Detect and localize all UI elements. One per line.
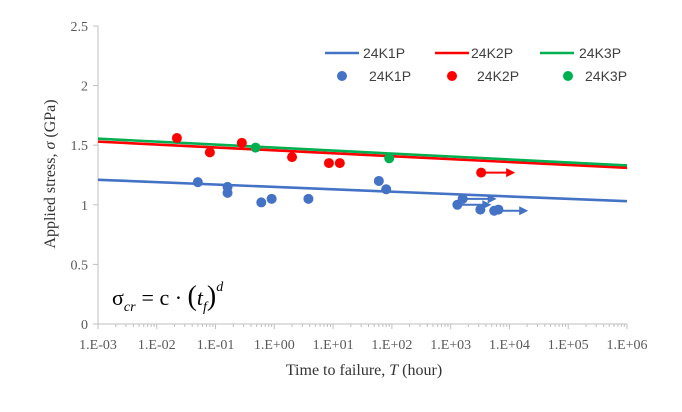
point-24k2p bbox=[236, 137, 247, 148]
x-tick-label: 1.E+01 bbox=[313, 338, 354, 353]
y-tick-label: 0 bbox=[81, 318, 88, 333]
point-24k3p bbox=[250, 142, 261, 153]
point-24k1p bbox=[192, 177, 203, 188]
fit-line-24k1p bbox=[97, 178, 628, 203]
x-tick-label: 1.E+06 bbox=[607, 338, 648, 353]
runout-arrow-head bbox=[506, 168, 516, 178]
fit-line-24k3p bbox=[97, 137, 628, 167]
x-tick-label: 1.E-02 bbox=[138, 338, 176, 353]
x-tick-label: 1.E+02 bbox=[371, 338, 412, 353]
point-24k1p bbox=[475, 204, 486, 215]
data-points bbox=[171, 133, 529, 216]
legend-label-line-24k3p: 24K3P bbox=[579, 45, 621, 61]
y-axis-title: Applied stress, σ (GPa) bbox=[42, 99, 59, 248]
x-tick-label: 1.E+05 bbox=[548, 338, 589, 353]
y-tick-label: 2.5 bbox=[71, 20, 89, 35]
point-24k3p bbox=[384, 153, 395, 164]
point-24k2p bbox=[171, 133, 182, 144]
legend: 24K1P 24K2P 24K3P 24K1P 24K2P 24K3P bbox=[325, 45, 627, 84]
x-tick-label: 1.E+03 bbox=[430, 338, 471, 353]
legend-marker-24k1p bbox=[337, 71, 347, 81]
y-tick-label: 2 bbox=[81, 80, 88, 95]
y-tick-label: 1.5 bbox=[71, 139, 89, 154]
point-24k2p bbox=[323, 158, 334, 169]
x-tick-label: 1.E-01 bbox=[197, 338, 235, 353]
fit-line-24k2p bbox=[97, 140, 628, 170]
point-24k2p bbox=[334, 158, 345, 169]
y-axis-ticks: 0 0.5 1 1.5 2 2.5 bbox=[71, 20, 98, 333]
point-24k2p bbox=[476, 167, 487, 178]
y-tick-label: 0.5 bbox=[71, 258, 89, 273]
equation-label: σcr = c · (tf)d bbox=[112, 280, 224, 315]
legend-marker-24k3p bbox=[563, 71, 573, 81]
plot-area bbox=[97, 26, 627, 325]
runout-arrow-head bbox=[519, 206, 529, 216]
point-24k2p bbox=[287, 152, 298, 163]
point-24k2p bbox=[204, 147, 215, 158]
point-24k1p bbox=[493, 204, 504, 215]
runout-arrow-head bbox=[487, 194, 497, 204]
point-24k1p bbox=[266, 193, 277, 204]
point-24k1p bbox=[381, 184, 392, 195]
legend-marker-24k2p bbox=[447, 71, 457, 81]
legend-label-marker-24k2p: 24K2P bbox=[477, 68, 519, 84]
x-axis-ticks: 1.E-03 1.E-02 1.E-01 1.E+00 1.E+01 1.E+02 1.E+… bbox=[79, 324, 647, 353]
point-24k1p bbox=[256, 197, 267, 208]
legend-label-marker-24k3p: 24K3P bbox=[585, 68, 627, 84]
legend-label-marker-24k1p: 24K1P bbox=[369, 68, 411, 84]
x-tick-label: 1.E-03 bbox=[79, 338, 117, 353]
x-axis-title: Time to failure, T (hour) bbox=[286, 362, 442, 379]
x-tick-label: 1.E+00 bbox=[254, 338, 295, 353]
legend-label-line-24k2p: 24K2P bbox=[471, 45, 513, 61]
legend-label-line-24k1p: 24K1P bbox=[363, 45, 405, 61]
point-24k1p bbox=[222, 187, 233, 198]
y-tick-label: 1 bbox=[81, 199, 88, 214]
plot-frame bbox=[98, 26, 627, 324]
x-tick-label: 1.E+04 bbox=[489, 338, 530, 353]
point-24k1p bbox=[457, 193, 468, 204]
point-24k1p bbox=[373, 175, 384, 186]
point-24k1p bbox=[303, 193, 314, 204]
fit-lines bbox=[97, 137, 628, 203]
